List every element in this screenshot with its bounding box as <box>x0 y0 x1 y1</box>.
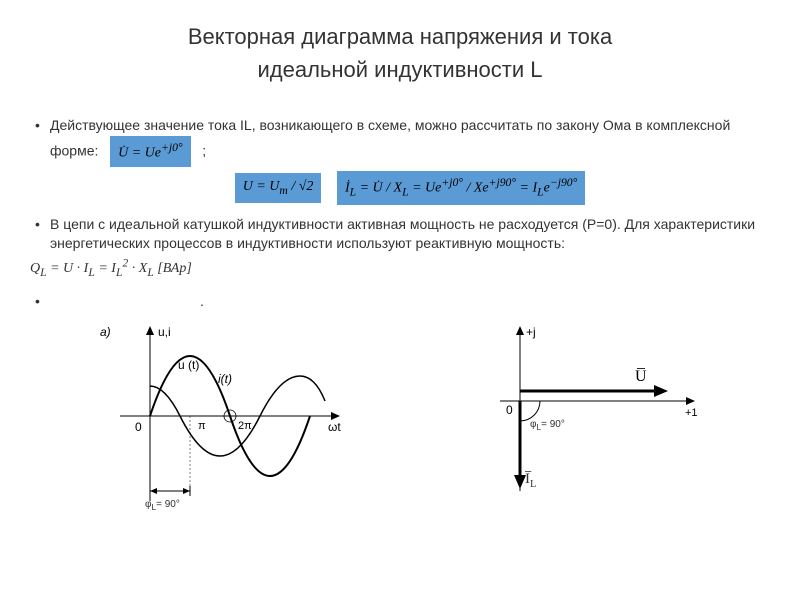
label-a: a) <box>100 325 111 339</box>
wave-diagram: a) u,i ωt 0 u (t) i(t) π 2π φL= 90° <box>90 321 350 521</box>
phi-arrow-l <box>150 488 157 494</box>
angle-arc <box>520 401 540 421</box>
para1-suffix: ; <box>202 142 206 158</box>
vector-u-label: U̅ <box>635 368 647 386</box>
y-arrow <box>146 326 154 335</box>
tick-pi: π <box>198 420 206 432</box>
formula-u-rms: U = Um / √2 <box>235 173 322 203</box>
vector-il-label-wrap: I̅L <box>525 471 565 496</box>
formula-ql: QL = U · IL = IL2 · XL [ВАр] <box>30 261 192 276</box>
curve-u-label: u (t) <box>178 358 199 372</box>
bullet-2: В цепи с идеальной катушкой индуктивност… <box>50 215 770 282</box>
phasor-origin: 0 <box>506 403 513 417</box>
x-arrow <box>331 412 340 420</box>
title-line-1: Векторная диаграмма напряжения и тока <box>188 24 612 49</box>
curve-i-label: i(t) <box>218 372 232 386</box>
title-line-2: идеальной индуктивности L <box>258 57 543 82</box>
x-axis-label: ωt <box>328 420 341 434</box>
formula-il: İL = U̇ / XL = Ue+j0° / Xe+j90° = ILe−j9… <box>337 171 585 205</box>
p1-label: +1 <box>685 407 698 419</box>
formula-row-1: U = Um / √2 İL = U̇ / XL = Ue+j0° / Xe+j… <box>50 171 770 205</box>
p1-arrow <box>686 397 695 405</box>
tick-2pi: 2π <box>238 420 252 432</box>
pj-label: +j <box>526 325 536 339</box>
bullet-1: Действующее значение тока IL, возникающе… <box>50 116 770 205</box>
origin-label: 0 <box>135 420 142 434</box>
diagrams-row: a) u,i ωt 0 u (t) i(t) π 2π φL= 90° <box>30 321 770 521</box>
para2-text: В цепи с идеальной катушкой индуктивност… <box>50 216 755 252</box>
pj-arrow <box>516 326 524 335</box>
slide-title: Векторная диаграмма напряжения и тока ид… <box>30 20 770 86</box>
y-axis-label: u,i <box>158 325 171 339</box>
vector-il-label: I̅L <box>525 471 565 490</box>
angle-label: φL= 90° <box>530 419 610 432</box>
phi-label-wrap: φL= 90° <box>145 499 225 519</box>
bullet-3: . <box>50 292 770 312</box>
phi-label: φL= 90° <box>145 499 225 512</box>
bullet3-dot: . <box>200 293 204 309</box>
vector-u-arrow <box>654 385 668 397</box>
phasor-diagram: +j +1 0 U̅ I̅L φL= 90° <box>470 321 710 521</box>
angle-label-wrap: φL= 90° <box>530 419 610 439</box>
phi-arrow-r <box>183 488 190 494</box>
formula-u-complex: U̇ = Ue+j0° <box>110 136 190 167</box>
